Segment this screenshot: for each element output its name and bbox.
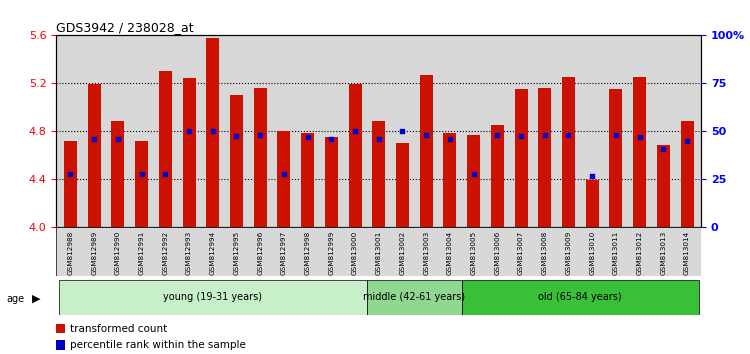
Bar	[56, 340, 65, 350]
Text: GSM813011: GSM813011	[613, 230, 619, 275]
Text: GSM813005: GSM813005	[470, 230, 476, 275]
Bar	[420, 75, 433, 227]
Bar	[56, 227, 701, 276]
Bar	[490, 125, 504, 227]
Text: GSM812995: GSM812995	[233, 230, 239, 275]
Bar	[58, 280, 367, 315]
Text: GSM813002: GSM813002	[400, 230, 406, 275]
Point	[610, 132, 622, 137]
Point	[538, 132, 550, 137]
Text: GSM812992: GSM812992	[162, 230, 168, 275]
Bar	[182, 78, 196, 227]
Text: GDS3942 / 238028_at: GDS3942 / 238028_at	[56, 21, 194, 34]
Bar	[112, 121, 125, 227]
Bar	[562, 77, 575, 227]
Point	[467, 171, 479, 177]
Bar	[349, 84, 361, 227]
Point	[64, 171, 76, 177]
Text: GSM812993: GSM812993	[186, 230, 192, 275]
Bar	[443, 133, 457, 227]
Point	[657, 146, 669, 152]
Text: GSM812988: GSM812988	[68, 230, 74, 275]
Bar	[367, 280, 462, 315]
Point	[397, 128, 409, 134]
Bar	[633, 77, 646, 227]
Bar	[586, 180, 598, 227]
Point	[183, 128, 195, 134]
Text: GSM812990: GSM812990	[115, 230, 121, 275]
Text: GSM813006: GSM813006	[494, 230, 500, 275]
Point	[373, 137, 385, 142]
Text: GSM812999: GSM812999	[328, 230, 334, 275]
Bar	[206, 38, 219, 227]
Text: GSM813008: GSM813008	[542, 230, 548, 275]
Text: percentile rank within the sample: percentile rank within the sample	[70, 340, 246, 350]
Point	[634, 134, 646, 140]
Point	[112, 137, 124, 142]
Point	[491, 132, 503, 137]
Text: age: age	[6, 294, 24, 304]
Text: GSM813003: GSM813003	[423, 230, 429, 275]
Text: ▶: ▶	[32, 294, 40, 304]
Point	[230, 133, 242, 139]
Point	[88, 137, 101, 142]
Point	[254, 132, 266, 137]
Bar	[301, 133, 314, 227]
Bar	[538, 88, 551, 227]
Text: GSM813001: GSM813001	[376, 230, 382, 275]
Text: GSM813013: GSM813013	[660, 230, 666, 275]
Point	[278, 171, 290, 177]
Bar	[657, 145, 670, 227]
Point	[444, 137, 456, 142]
Bar	[135, 141, 148, 227]
Bar	[462, 280, 699, 315]
Text: GSM813004: GSM813004	[447, 230, 453, 275]
Text: middle (42-61 years): middle (42-61 years)	[363, 292, 466, 302]
Bar	[159, 71, 172, 227]
Bar	[56, 324, 65, 333]
Bar	[680, 121, 694, 227]
Bar	[372, 121, 386, 227]
Text: GSM813009: GSM813009	[566, 230, 572, 275]
Bar	[64, 141, 77, 227]
Point	[136, 171, 148, 177]
Bar	[88, 84, 100, 227]
Bar	[514, 89, 527, 227]
Point	[562, 132, 574, 137]
Text: GSM813007: GSM813007	[518, 230, 524, 275]
Text: GSM812991: GSM812991	[139, 230, 145, 275]
Text: GSM813012: GSM813012	[637, 230, 643, 275]
Bar	[467, 135, 480, 227]
Text: old (65-84 years): old (65-84 years)	[538, 292, 622, 302]
Text: GSM813014: GSM813014	[684, 230, 690, 275]
Text: GSM813010: GSM813010	[590, 230, 596, 275]
Point	[349, 128, 361, 134]
Bar	[609, 89, 622, 227]
Point	[302, 134, 313, 140]
Point	[681, 138, 693, 143]
Bar	[278, 131, 290, 227]
Text: GSM812998: GSM812998	[304, 230, 310, 275]
Point	[326, 137, 338, 142]
Bar	[396, 143, 409, 227]
Text: GSM812997: GSM812997	[281, 230, 287, 275]
Bar	[254, 88, 267, 227]
Point	[207, 128, 219, 134]
Point	[420, 132, 432, 137]
Text: transformed count: transformed count	[70, 324, 168, 333]
Text: GSM813000: GSM813000	[352, 230, 358, 275]
Text: young (19-31 years): young (19-31 years)	[164, 292, 262, 302]
Point	[586, 173, 598, 179]
Point	[515, 133, 527, 139]
Bar	[325, 137, 338, 227]
Text: GSM812994: GSM812994	[210, 230, 216, 275]
Point	[159, 171, 171, 177]
Text: GSM812989: GSM812989	[92, 230, 98, 275]
Text: GSM812996: GSM812996	[257, 230, 263, 275]
Bar	[230, 95, 243, 227]
